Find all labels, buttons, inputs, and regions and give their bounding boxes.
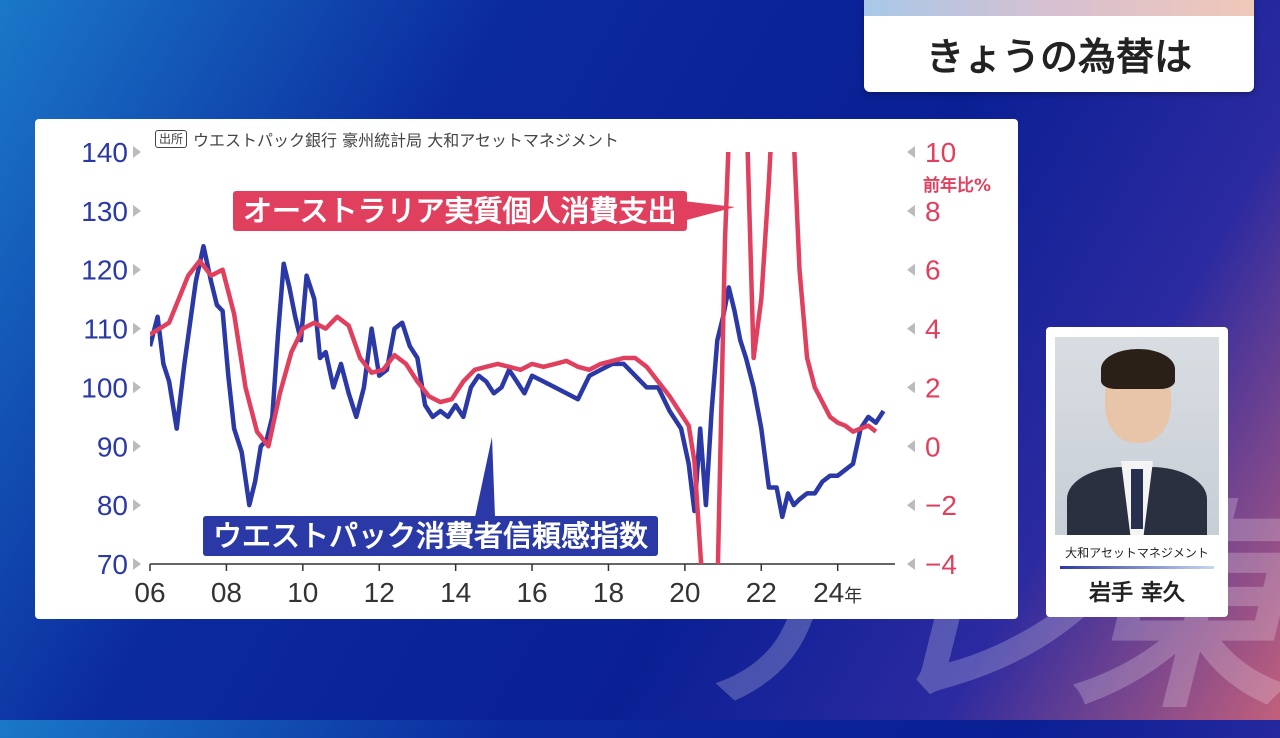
- right-tick-label: −2: [925, 490, 957, 521]
- left-tick-label: 110: [83, 314, 128, 345]
- callout-consumption-pointer: [683, 201, 735, 221]
- x-tick-label: 10: [287, 577, 318, 608]
- left-tick-marker: [133, 263, 141, 276]
- series-line-consumption: [150, 152, 878, 564]
- x-tick-label: 08: [211, 577, 242, 608]
- right-tick-label: −4: [925, 549, 957, 580]
- source-text: ウエストパック銀行 豪州統計局 大和アセットマネジメント: [193, 131, 619, 150]
- left-tick-label: 130: [81, 196, 128, 227]
- left-tick-label: 100: [81, 372, 128, 403]
- right-axis-unit: 前年比%: [923, 176, 992, 196]
- callout-consumption: オーストラリア実質個人消費支出: [233, 191, 687, 231]
- x-tick-label: 14: [440, 577, 471, 608]
- right-tick-label: 6: [925, 255, 941, 286]
- presenter-org: 大和アセットマネジメント: [1065, 546, 1209, 560]
- left-tick-label: 70: [97, 549, 128, 580]
- callout-confidence: ウエストパック消費者信頼感指数: [203, 516, 659, 556]
- left-tick-label: 80: [97, 490, 128, 521]
- left-tick-marker: [133, 381, 141, 394]
- chart-source: 出所 ウエストパック銀行 豪州統計局 大和アセットマネジメント: [155, 127, 619, 151]
- x-tick-label: 22: [746, 577, 777, 608]
- corner-title-text: きょうの為替は: [925, 35, 1192, 79]
- right-tick-label: 4: [925, 314, 941, 345]
- left-tick-marker: [133, 146, 141, 158]
- x-tick-label: 16: [516, 577, 547, 608]
- left-tick-label: 90: [97, 431, 128, 462]
- left-tick-marker: [133, 204, 141, 217]
- right-tick-marker: [907, 146, 915, 158]
- x-tick-label: 20: [669, 577, 700, 608]
- right-tick-marker: [907, 263, 915, 276]
- right-tick-marker: [907, 558, 915, 570]
- callout-confidence-pointer: [475, 437, 495, 517]
- right-tick-label: 8: [925, 196, 941, 227]
- right-tick-marker: [907, 204, 915, 217]
- left-tick-marker: [133, 440, 141, 453]
- x-tick-label: 12: [364, 577, 395, 608]
- x-tick-label: 18: [593, 577, 624, 608]
- right-tick-label: 0: [925, 431, 941, 462]
- presenter-card: 大和アセットマネジメント 岩手 幸久: [1046, 327, 1228, 617]
- x-tick-label: 06: [134, 577, 165, 608]
- right-tick-marker: [907, 381, 915, 394]
- left-tick-label: 120: [81, 255, 128, 286]
- right-tick-marker: [907, 499, 915, 512]
- left-tick-label: 140: [81, 137, 128, 168]
- left-tick-marker: [133, 322, 141, 335]
- right-tick-label: 10: [925, 137, 956, 168]
- corner-title-accent-bar: [864, 0, 1254, 16]
- x-tick-label: 24年: [813, 577, 862, 608]
- presenter-photo: [1055, 337, 1219, 535]
- series-line-confidence: [150, 243, 886, 520]
- corner-title-panel: きょうの為替は: [864, 0, 1254, 92]
- chart-card: 出所 ウエストパック銀行 豪州統計局 大和アセットマネジメント 前年比% 140…: [35, 119, 1018, 619]
- left-tick-marker: [133, 558, 141, 570]
- right-tick-marker: [907, 322, 915, 335]
- source-tag: 出所: [155, 130, 188, 148]
- presenter-divider: [1060, 566, 1214, 569]
- left-tick-marker: [133, 499, 141, 512]
- presenter-name: 岩手 幸久: [1089, 581, 1185, 606]
- right-tick-label: 2: [925, 372, 941, 403]
- right-tick-marker: [907, 440, 915, 453]
